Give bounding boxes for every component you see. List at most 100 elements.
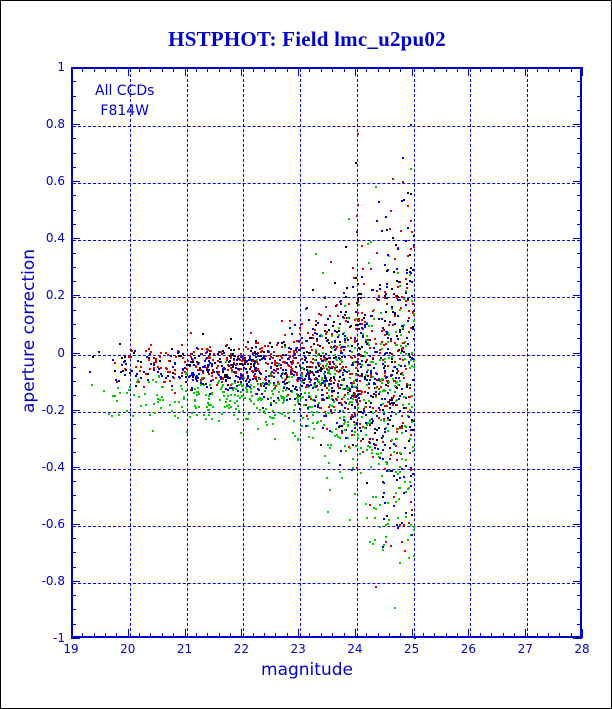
scatter-point: [334, 345, 336, 347]
scatter-point: [375, 391, 377, 393]
scatter-point: [177, 352, 179, 354]
scatter-point: [318, 402, 320, 404]
scatter-point: [221, 386, 223, 388]
scatter-point: [270, 404, 272, 406]
scatter-point: [119, 343, 121, 345]
scatter-point: [393, 402, 395, 404]
scatter-point: [394, 361, 396, 363]
y-tick: [71, 181, 80, 183]
scatter-point: [220, 376, 222, 378]
scatter-point: [410, 429, 412, 431]
y-tick-right: [577, 623, 582, 625]
scatter-point: [238, 369, 240, 371]
scatter-point: [323, 399, 325, 401]
scatter-point: [261, 393, 263, 395]
scatter-point: [277, 383, 279, 385]
scatter-point: [389, 458, 391, 460]
x-tick-top: [400, 67, 402, 72]
scatter-point: [250, 391, 252, 393]
scatter-point: [197, 348, 199, 350]
scatter-point: [351, 404, 353, 406]
scatter-point: [352, 267, 354, 269]
scatter-point: [303, 404, 305, 406]
x-tick-top: [139, 67, 141, 72]
scatter-point: [228, 404, 230, 406]
scatter-point: [384, 334, 386, 336]
scatter-point: [181, 375, 183, 377]
scatter-point: [202, 383, 204, 385]
scatter-point: [189, 375, 191, 377]
scatter-point: [352, 362, 354, 364]
scatter-point: [320, 420, 322, 422]
scatter-point: [366, 517, 368, 519]
y-tick-right: [577, 452, 582, 454]
scatter-point: [375, 396, 377, 398]
scatter-point: [207, 402, 209, 404]
scatter-point: [315, 253, 317, 255]
scatter-point: [369, 406, 371, 408]
scatter-point: [378, 407, 380, 409]
scatter-point: [218, 374, 220, 376]
scatter-point: [306, 340, 308, 342]
scatter-point: [354, 356, 356, 358]
scatter-point: [361, 391, 363, 393]
scatter-point: [236, 359, 238, 361]
scatter-point: [209, 357, 211, 359]
scatter-point: [285, 372, 287, 374]
scatter-point: [312, 437, 314, 439]
scatter-point: [124, 356, 126, 358]
scatter-point: [283, 400, 285, 402]
scatter-point: [366, 352, 368, 354]
scatter-point: [305, 399, 307, 401]
scatter-point: [297, 396, 299, 398]
y-tick-label: 1: [57, 60, 65, 74]
scatter-point: [359, 427, 361, 429]
scatter-point: [170, 355, 172, 357]
x-tick-label: 28: [574, 642, 590, 656]
scatter-point: [345, 366, 347, 368]
scatter-point: [371, 418, 373, 420]
scatter-point: [126, 410, 128, 412]
scatter-point: [345, 320, 347, 322]
scatter-point: [179, 377, 181, 379]
scatter-point: [183, 396, 185, 398]
scatter-point: [383, 344, 385, 346]
scatter-point: [412, 269, 414, 271]
scatter-point: [356, 422, 358, 424]
scatter-point: [356, 361, 358, 363]
y-tick-label: -0.6: [41, 516, 65, 531]
scatter-point: [372, 543, 374, 545]
scatter-point: [144, 393, 146, 395]
scatter-point: [211, 392, 213, 394]
scatter-point: [288, 417, 290, 419]
scatter-point: [330, 444, 332, 446]
scatter-point: [358, 320, 360, 322]
scatter-point: [357, 343, 359, 345]
scatter-point: [383, 544, 385, 546]
scatter-point: [349, 326, 351, 328]
scatter-point: [393, 475, 395, 477]
scatter-point: [246, 385, 248, 387]
scatter-point: [286, 376, 288, 378]
scatter-point: [232, 389, 234, 391]
scatter-point: [390, 210, 392, 212]
scatter-point: [309, 378, 311, 380]
scatter-point: [345, 402, 347, 404]
scatter-point: [386, 297, 388, 299]
scatter-point: [357, 394, 359, 396]
scatter-point: [225, 401, 227, 403]
scatter-point: [389, 447, 391, 449]
scatter-point: [186, 368, 188, 370]
scatter-point: [317, 379, 319, 381]
scatter-point: [249, 398, 251, 400]
scatter-point: [365, 422, 367, 424]
scatter-point: [237, 376, 239, 378]
x-tick-top: [71, 67, 72, 76]
scatter-point: [336, 370, 338, 372]
scatter-point: [407, 227, 409, 229]
scatter-point: [143, 371, 145, 373]
annotation-line-1: All CCDs: [95, 83, 155, 99]
scatter-point: [292, 355, 294, 357]
scatter-point: [372, 289, 374, 291]
scatter-point: [346, 385, 348, 387]
